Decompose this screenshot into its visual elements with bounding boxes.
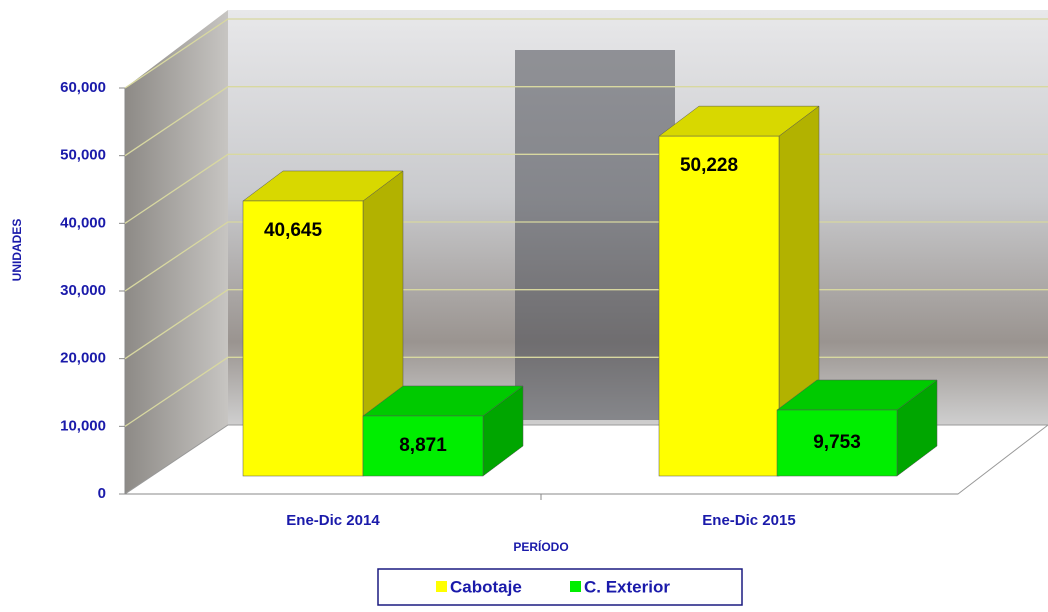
- y-axis-title: UNIDADES: [10, 219, 24, 282]
- wall-photo: [515, 50, 675, 420]
- y-tick-label: 10,000: [60, 417, 106, 434]
- x-tick-label: Ene-Dic 2014: [286, 512, 380, 529]
- value-label: 9,753: [813, 432, 861, 453]
- y-tick-label: 60,000: [60, 79, 106, 96]
- y-tick-label: 20,000: [60, 350, 106, 367]
- x-axis-title: PERÍODO: [513, 539, 568, 554]
- page: {"chart_data": {"type": "bar3d", "y_labe…: [0, 0, 1048, 612]
- y-tick-label: 50,000: [60, 147, 106, 164]
- bar: [659, 136, 779, 476]
- value-label: 40,645: [264, 220, 323, 241]
- x-tick-label: Ene-Dic 2015: [702, 512, 795, 529]
- legend-label: Cabotaje: [450, 577, 522, 596]
- legend-label: C. Exterior: [584, 577, 670, 596]
- legend-swatch: [436, 581, 447, 592]
- y-tick-label: 40,000: [60, 214, 106, 231]
- legend: [378, 569, 742, 605]
- value-label: 50,228: [680, 155, 738, 176]
- chart: UNIDADES PERÍODO 0 10,000 20,000 30,000 40,0…: [0, 0, 1048, 607]
- bar: [243, 201, 363, 476]
- y-tick-label: 30,000: [60, 282, 106, 299]
- y-tick-label: 0: [98, 485, 106, 502]
- legend-swatch: [570, 581, 581, 592]
- side-wall: [125, 10, 228, 494]
- value-label: 8,871: [399, 435, 447, 456]
